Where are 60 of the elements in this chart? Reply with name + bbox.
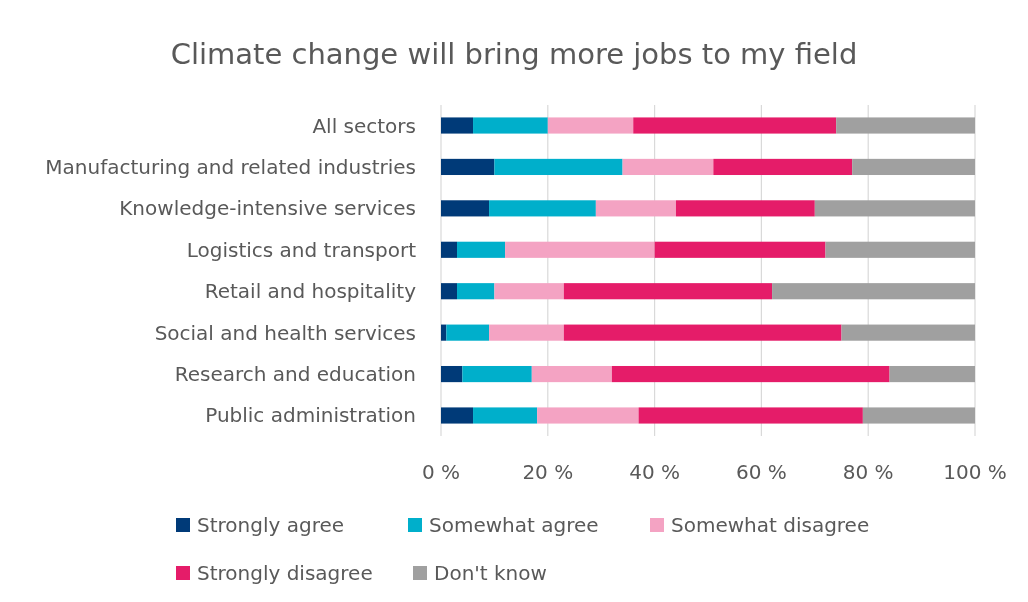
bar <box>473 407 538 424</box>
bar <box>494 283 564 300</box>
bar <box>489 324 564 341</box>
bar <box>547 117 634 134</box>
bar <box>531 365 612 383</box>
bar <box>622 158 714 176</box>
legend-label: Strongly disagree <box>197 561 373 585</box>
bar <box>654 241 826 258</box>
bar <box>563 283 773 300</box>
bar <box>889 365 975 383</box>
bar <box>441 407 474 424</box>
x-tick-label: 80 % <box>842 460 894 484</box>
x-tick-label: 40 % <box>629 460 681 484</box>
bar <box>841 324 975 341</box>
bar <box>638 407 863 424</box>
bar <box>633 117 837 134</box>
bar <box>441 241 458 258</box>
legend-label: Somewhat agree <box>429 513 599 537</box>
bar <box>611 365 890 383</box>
bar <box>462 365 532 383</box>
x-tick-label: 100 % <box>943 460 1007 484</box>
y-tick-label: Logistics and transport <box>186 237 417 262</box>
x-tick-label: 60 % <box>735 460 787 484</box>
bar <box>772 283 975 300</box>
bar <box>836 117 975 134</box>
bar <box>441 365 463 383</box>
legend-label: Don't know <box>434 561 547 585</box>
x-tick-label: 0 % <box>421 460 461 484</box>
bar <box>814 200 975 217</box>
bar <box>494 158 623 176</box>
legend-label: Strongly agree <box>197 513 345 537</box>
chart-title: Climate change will bring more jobs to my field <box>170 37 858 71</box>
bar <box>862 407 975 424</box>
bar <box>441 283 458 300</box>
y-tick-label: Public administration <box>205 403 416 428</box>
bar <box>457 241 506 258</box>
y-tick-label: Social and health services <box>154 320 416 345</box>
bar <box>473 117 548 134</box>
y-tick-label: Manufacturing and related industries <box>45 154 416 179</box>
bar <box>489 200 596 217</box>
y-tick-label: Research and education <box>174 362 416 387</box>
y-tick-label: All sectors <box>312 113 416 138</box>
bar <box>441 324 447 341</box>
bar <box>446 324 490 341</box>
bar <box>563 324 842 341</box>
bar <box>441 200 490 217</box>
legend-label: Somewhat disagree <box>671 513 870 537</box>
bar <box>825 241 975 258</box>
x-tick-label: 20 % <box>522 460 574 484</box>
bar <box>441 158 495 176</box>
bar <box>675 200 815 217</box>
bar <box>852 158 975 176</box>
bar <box>505 241 655 258</box>
y-tick-label: Knowledge-intensive services <box>119 196 416 221</box>
bar <box>537 407 639 424</box>
y-tick-label: Retail and hospitality <box>204 279 417 304</box>
bar <box>713 158 853 176</box>
bar <box>595 200 676 217</box>
bar <box>441 117 474 134</box>
bar <box>457 283 495 300</box>
